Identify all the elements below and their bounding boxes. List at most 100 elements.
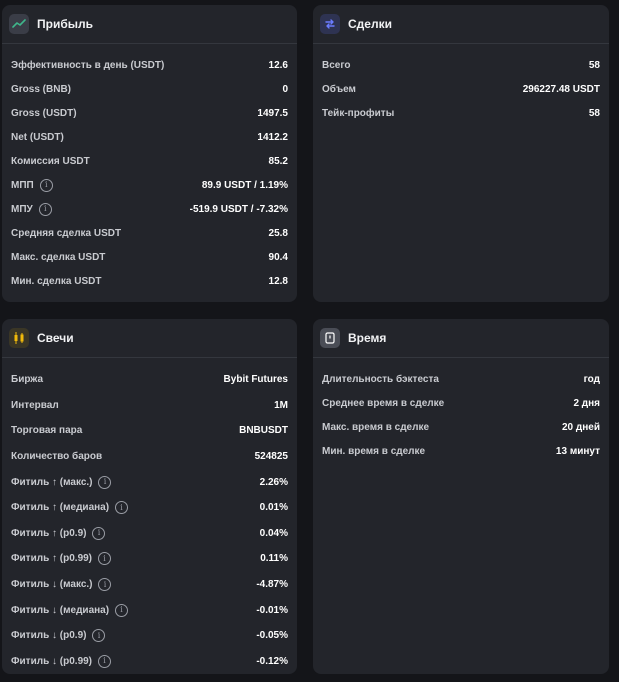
row-label-text: МПУ xyxy=(11,203,33,215)
row-label-text: Средняя сделка USDT xyxy=(11,227,122,239)
time-card: Время Длительность бэктеста год Среднее вр… xyxy=(313,319,609,674)
candles-title: Свечи xyxy=(37,331,74,345)
row-label-text: Макс. сделка USDT xyxy=(11,251,106,263)
candles-row-label: Биржа xyxy=(11,374,43,385)
row-label-text: Эффективность в день (USDT) xyxy=(11,59,165,71)
row-label-text: Комиссия USDT xyxy=(11,155,90,167)
row-label-text: Объем xyxy=(322,83,356,95)
info-icon[interactable]: i xyxy=(115,603,129,617)
candles-row-value: 0.01% xyxy=(259,502,288,514)
profit-row-label: Net (USDT) xyxy=(11,132,64,143)
row-label-text: Биржа xyxy=(11,374,44,386)
candles-row-label: Торговая пара xyxy=(11,425,82,436)
time-row: Мин. время в сделке 13 минут xyxy=(322,439,600,463)
candles-row-value: -0.01% xyxy=(256,604,288,616)
deals-title: Сделки xyxy=(348,17,392,31)
profit-row: Net (USDT) 1412.2 xyxy=(11,125,288,149)
candles-row-label: Фитиль ↑ (p0.99) i xyxy=(11,552,112,566)
candles-row: Количество баров 524825 xyxy=(11,444,288,470)
time-row-label: Мин. время в сделке xyxy=(322,446,425,457)
deals-row-label: Всего xyxy=(322,60,351,71)
clock-icon xyxy=(320,328,340,348)
profit-row: МПП i 89.9 USDT / 1.19% xyxy=(11,173,288,197)
info-icon[interactable]: i xyxy=(92,629,106,643)
time-rows: Длительность бэктеста год Среднее время в … xyxy=(313,358,609,463)
candles-row: Торговая пара BNBUSDT xyxy=(11,418,288,444)
deals-card: Сделки Всего 58 Объем 296227.48 USDT Тейк-пр… xyxy=(313,5,609,302)
row-label-text: МПП xyxy=(11,179,34,191)
candles-row-value: -0.12% xyxy=(256,655,288,667)
row-label-text: Фитиль ↑ (медиана) xyxy=(11,502,110,514)
time-row: Среднее время в сделке 2 дня xyxy=(322,391,600,415)
deals-row-value: 296227.48 USDT xyxy=(522,83,600,95)
info-icon[interactable]: i xyxy=(98,654,112,668)
deals-row: Объем 296227.48 USDT xyxy=(322,77,600,101)
info-icon[interactable]: i xyxy=(98,578,112,592)
row-label-text: Фитиль ↑ (p0.99) xyxy=(11,553,93,565)
profit-row-value: 90.4 xyxy=(268,251,288,263)
row-label-text: Фитиль ↑ (макс.) xyxy=(11,476,93,488)
profit-row-value: 0 xyxy=(282,83,288,95)
deals-row-label: Тейк-профиты xyxy=(322,108,394,119)
row-label-text: Фитиль ↓ (p0.9) xyxy=(11,630,87,642)
info-icon[interactable]: i xyxy=(98,552,112,566)
deals-row-label: Объем xyxy=(322,84,356,95)
info-icon[interactable]: i xyxy=(38,202,52,216)
candles-row-label: Фитиль ↑ (p0.9) i xyxy=(11,526,106,540)
candles-row-value: 0.11% xyxy=(260,553,288,565)
candles-row: Фитиль ↓ (медиана) i -0.01% xyxy=(11,597,288,623)
deals-rows: Всего 58 Объем 296227.48 USDT Тейк-профиты 58 xyxy=(313,44,609,125)
candles-row-label: Фитиль ↓ (макс.) i xyxy=(11,578,112,592)
time-row-value: год xyxy=(583,373,600,385)
profit-row-label: Эффективность в день (USDT) xyxy=(11,60,164,71)
profit-row: Gross (BNB) 0 xyxy=(11,77,288,101)
profit-row-label: Комиссия USDT xyxy=(11,156,90,167)
info-icon[interactable]: i xyxy=(92,526,106,540)
info-icon[interactable]: i xyxy=(98,475,112,489)
profit-row: Макс. сделка USDT 90.4 xyxy=(11,245,288,269)
profit-row: Комиссия USDT 85.2 xyxy=(11,149,288,173)
candles-row: Интервал 1M xyxy=(11,393,288,419)
time-card-header: Время xyxy=(313,319,609,358)
row-label-text: Тейк-профиты xyxy=(322,107,395,119)
profit-row-label: МПП i xyxy=(11,178,53,192)
time-row-label: Длительность бэктеста xyxy=(322,374,439,385)
row-label-text: Длительность бэктеста xyxy=(322,373,439,385)
row-label-text: Фитиль ↓ (макс.) xyxy=(11,579,93,591)
info-icon[interactable]: i xyxy=(115,501,129,515)
candles-row: Фитиль ↓ (макс.) i -4.87% xyxy=(11,572,288,598)
time-title: Время xyxy=(348,331,387,345)
candles-row-value: -4.87% xyxy=(256,579,288,591)
time-row: Длительность бэктеста год xyxy=(322,367,600,391)
candles-row: Фитиль ↓ (p0.9) i -0.05% xyxy=(11,623,288,649)
row-label-text: Среднее время в сделке xyxy=(322,397,445,409)
profit-row-label: МПУ i xyxy=(11,202,52,216)
row-label-text: Фитиль ↓ (медиана) xyxy=(11,604,110,616)
trend-line-icon xyxy=(9,14,29,34)
profit-row-label: Мин. сделка USDT xyxy=(11,276,101,287)
candles-card: Свечи Биржа Bybit Futures Интервал 1M Торгов… xyxy=(2,319,297,674)
profit-row-label: Макс. сделка USDT xyxy=(11,252,105,263)
candles-row: Фитиль ↑ (макс.) i 2.26% xyxy=(11,469,288,495)
profit-row-value: 1497.5 xyxy=(257,107,288,119)
info-icon[interactable]: i xyxy=(39,178,53,192)
candles-row: Биржа Bybit Futures xyxy=(11,367,288,393)
deals-card-header: Сделки xyxy=(313,5,609,44)
candles-row-value: Bybit Futures xyxy=(223,374,288,386)
time-row-label: Среднее время в сделке xyxy=(322,398,444,409)
profit-card-header: Прибыль xyxy=(2,5,297,44)
profit-row-value: 12.6 xyxy=(268,59,288,71)
profit-row-value: -519.9 USDT / -7.32% xyxy=(189,203,288,215)
time-row-label: Макс. время в сделке xyxy=(322,422,429,433)
profit-row-value: 25.8 xyxy=(268,227,288,239)
row-label-text: Gross (USDT) xyxy=(11,107,77,119)
row-label-text: Количество баров xyxy=(11,451,103,463)
profit-row-label: Gross (USDT) xyxy=(11,108,77,119)
profit-row: Gross (USDT) 1497.5 xyxy=(11,101,288,125)
row-label-text: Мин. сделка USDT xyxy=(11,275,102,287)
profit-rows: Эффективность в день (USDT) 12.6 Gross (BN… xyxy=(2,44,297,293)
profit-row: МПУ i -519.9 USDT / -7.32% xyxy=(11,197,288,221)
row-label-text: Фитиль ↑ (p0.9) xyxy=(11,527,87,539)
deals-row: Всего 58 xyxy=(322,53,600,77)
candles-row-label: Интервал xyxy=(11,400,59,411)
